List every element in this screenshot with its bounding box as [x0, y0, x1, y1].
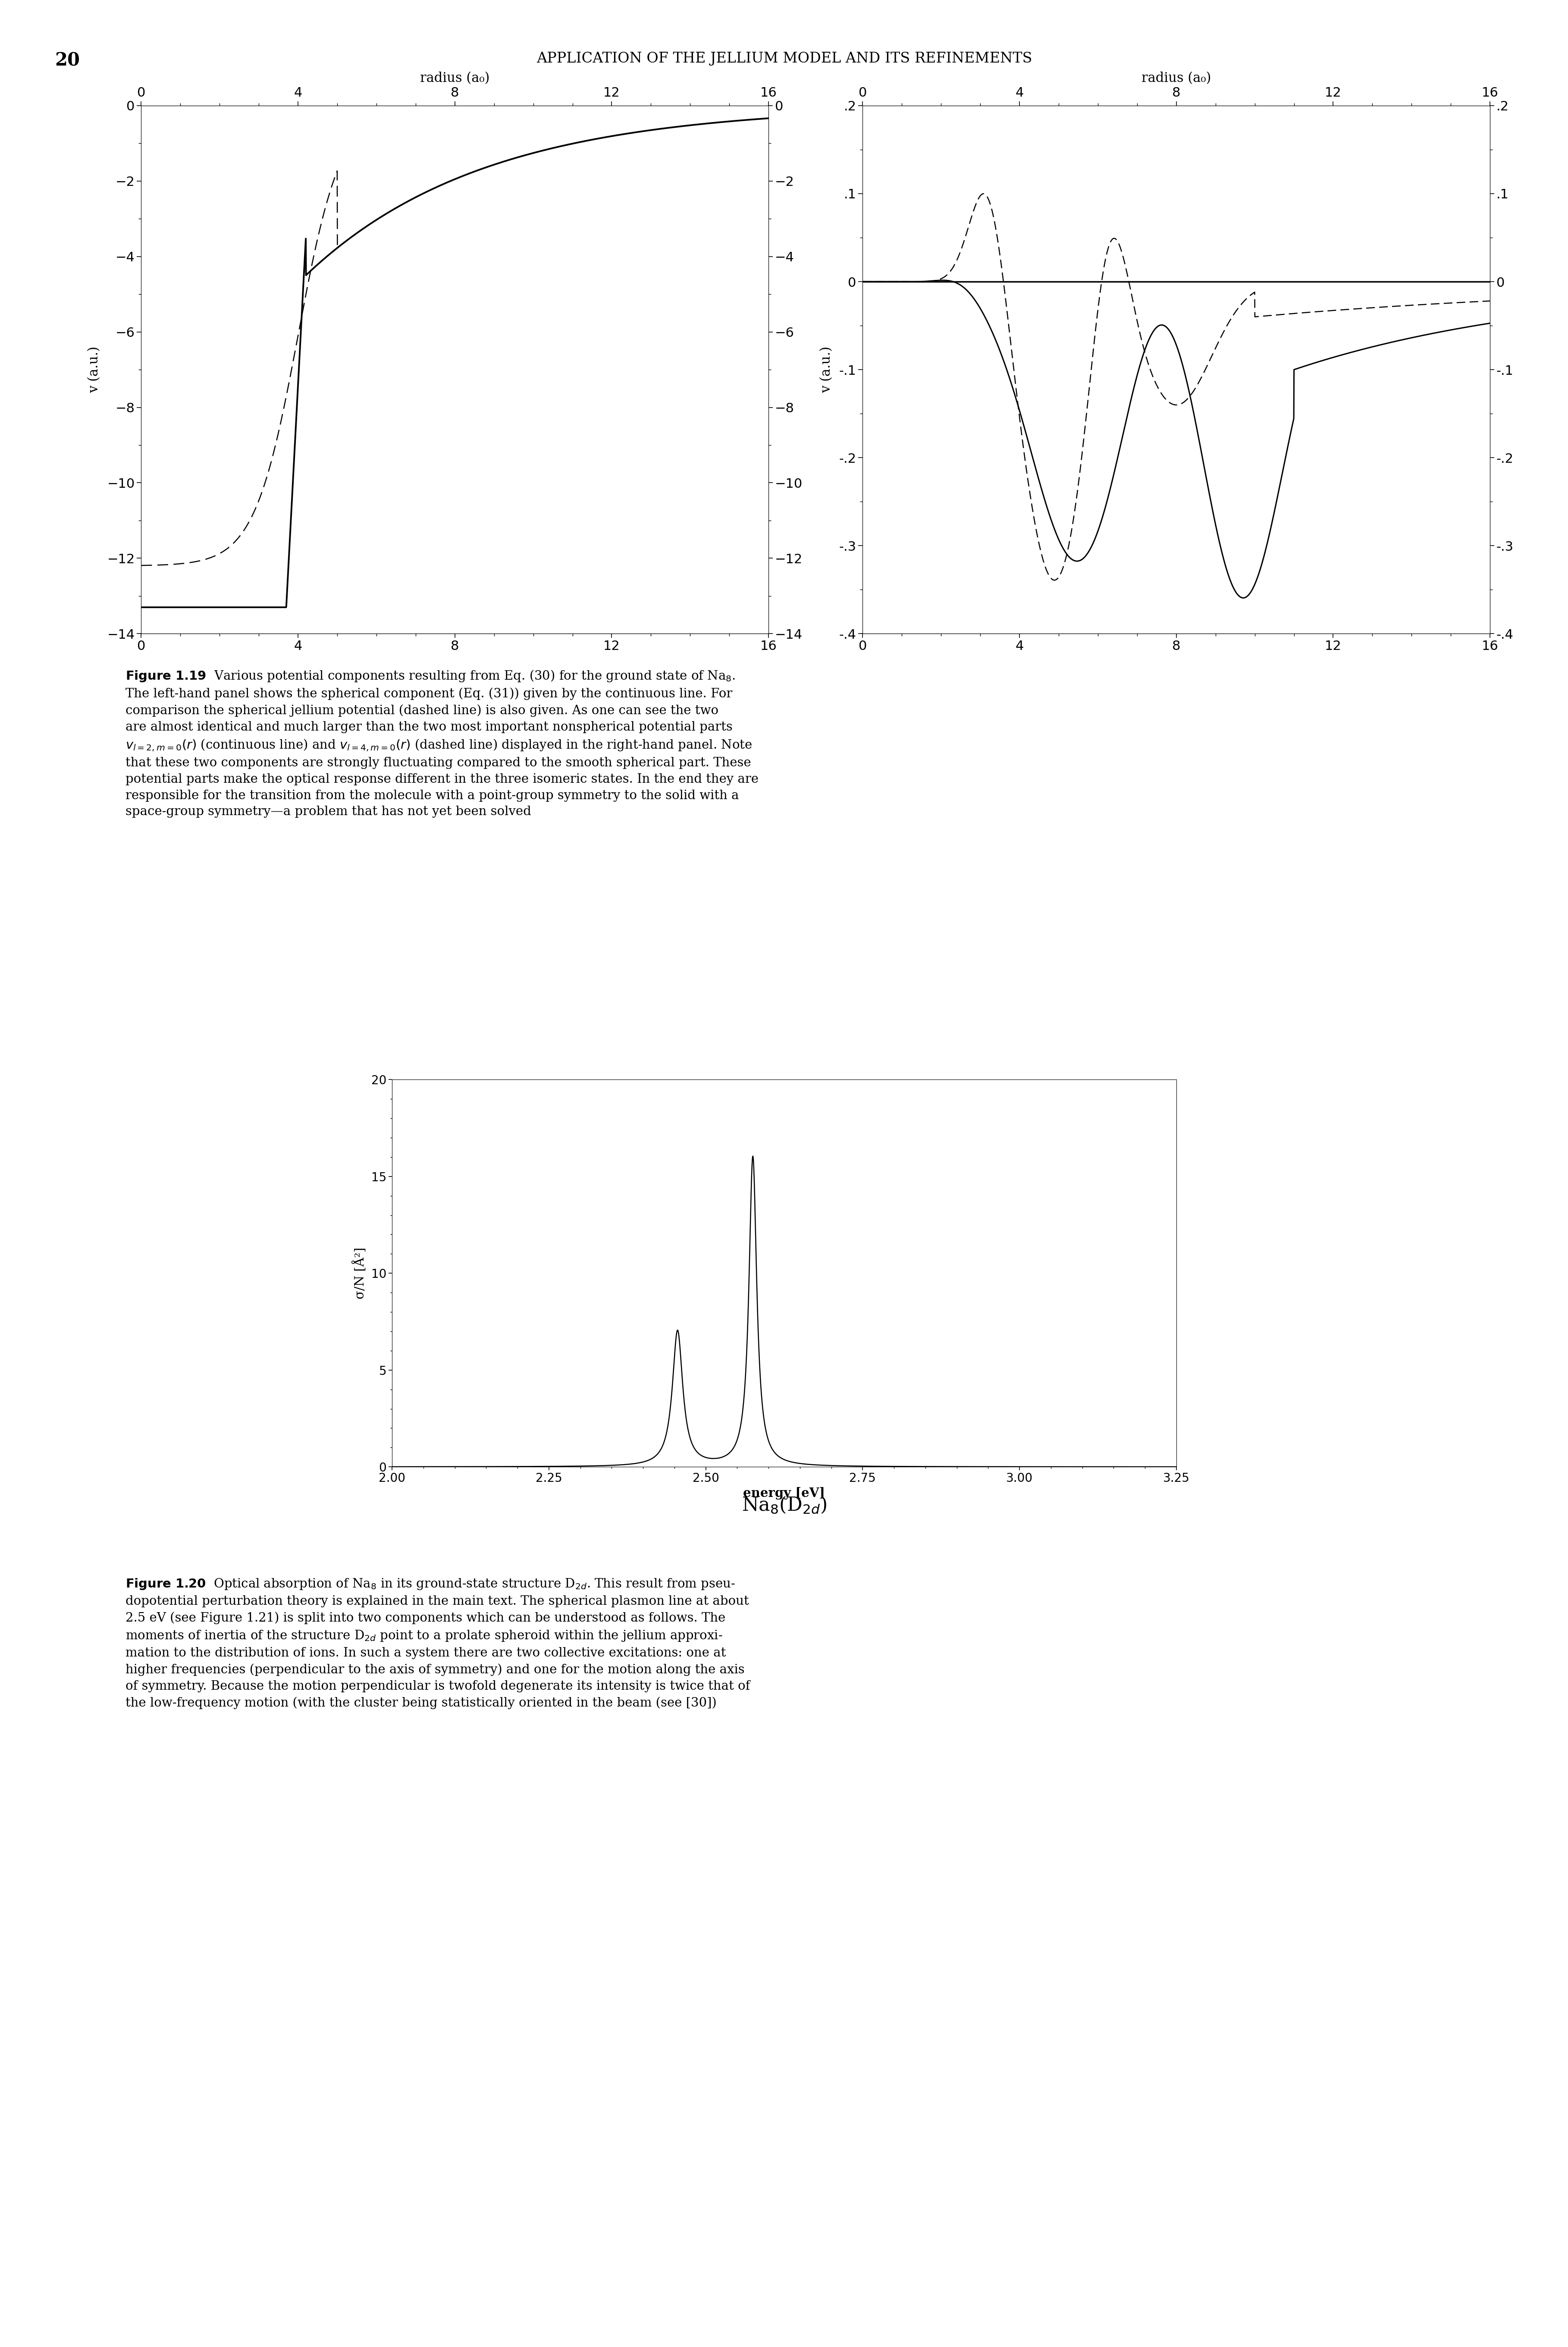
X-axis label: energy [eV]: energy [eV] [743, 1488, 825, 1500]
Text: 20: 20 [55, 52, 80, 70]
Text: Na$_8$(D$_{2d}$): Na$_8$(D$_{2d}$) [742, 1495, 826, 1514]
Y-axis label: v (a.u.): v (a.u.) [88, 347, 102, 392]
Y-axis label: v (a.u.): v (a.u.) [820, 347, 833, 392]
X-axis label: radius (a₀): radius (a₀) [420, 73, 489, 84]
Y-axis label: σ/N [Å²]: σ/N [Å²] [353, 1246, 367, 1300]
Text: $\mathbf{Figure\ 1.20}$  Optical absorption of Na$_8$ in its ground-state struct: $\mathbf{Figure\ 1.20}$ Optical absorpti… [125, 1577, 750, 1709]
Text: APPLICATION OF THE JELLIUM MODEL AND ITS REFINEMENTS: APPLICATION OF THE JELLIUM MODEL AND ITS… [536, 52, 1032, 66]
Text: $\mathbf{Figure\ 1.19}$  Various potential components resulting from Eq. (30) fo: $\mathbf{Figure\ 1.19}$ Various potentia… [125, 669, 759, 817]
X-axis label: radius (a₀): radius (a₀) [1142, 73, 1210, 84]
